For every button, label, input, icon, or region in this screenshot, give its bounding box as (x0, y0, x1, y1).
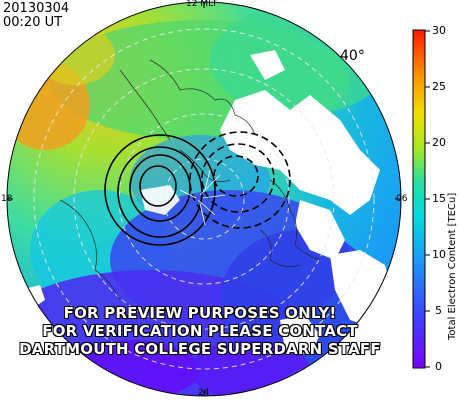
colorbar-tick: 5 (435, 304, 442, 317)
colorbar-tick: 30 (432, 24, 446, 37)
velocity-vectors (179, 169, 226, 226)
convection-contours-solid (104, 134, 216, 246)
watermark-line-1: FOR PREVIEW PURPOSES ONLY! (63, 304, 337, 322)
colorbar (412, 29, 426, 369)
time-label: 00:20 UT (3, 15, 63, 30)
date-label: 20130304 (3, 1, 70, 16)
colorbar-tick: 15 (432, 192, 446, 205)
colorbar-tick: 0 (435, 360, 442, 373)
mlt-label-left: 18 (1, 194, 13, 204)
watermark-line-3: DARTMOUTH COLLEGE SUPERDARN STAFF (19, 340, 381, 358)
colorbar-tick: 25 (432, 80, 446, 93)
watermark-line-2: FOR VERIFICATION PLEASE CONTACT (42, 322, 358, 340)
latitude-label: 40° (340, 48, 365, 64)
mlt-label-top: 12 MLT (186, 0, 218, 9)
colorbar-title: Total Electron Content [TECu] (447, 192, 458, 340)
colorbar-tick: 20 (432, 136, 446, 149)
mlt-label-right: 06 (396, 194, 408, 204)
mlt-label-bottom: 24 (198, 388, 210, 398)
colorbar-tick: 10 (432, 248, 446, 261)
convection-contours-dashed (189, 131, 291, 229)
tec-field (7, 2, 401, 396)
